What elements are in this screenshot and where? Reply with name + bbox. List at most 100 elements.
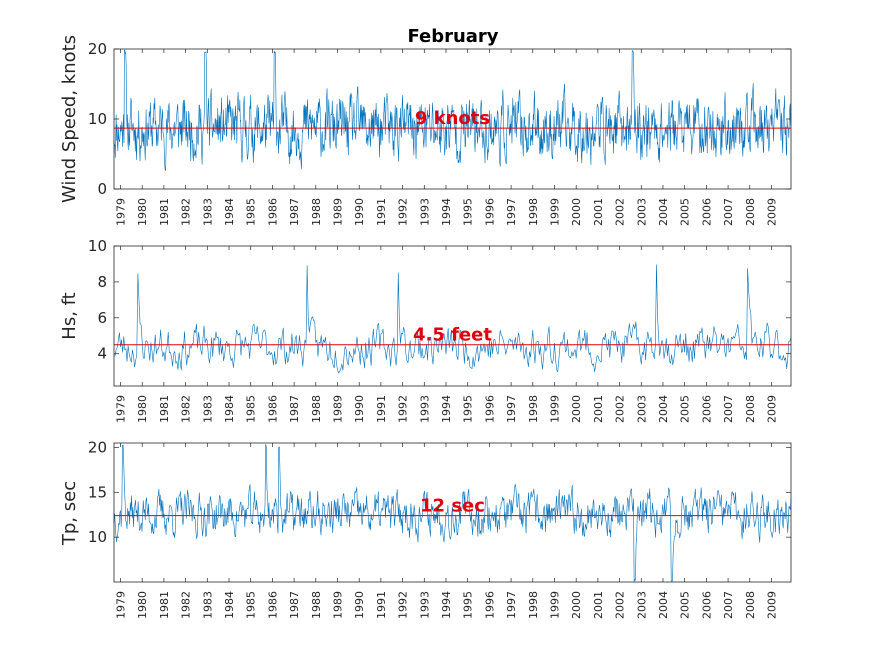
x-tick-label-0: 1986 [266, 198, 279, 226]
x-tick-label-2: 1991 [375, 591, 388, 619]
x-tick-label-0: 2000 [570, 198, 583, 226]
x-tick-label-0: 1979 [115, 198, 128, 226]
x-tick-label-1: 1998 [527, 395, 540, 423]
x-tick-label-2: 2004 [657, 591, 670, 619]
x-tick-label-0: 1993 [418, 198, 431, 226]
x-tick-label-0: 2007 [722, 198, 735, 226]
x-tick-label-2: 1997 [505, 591, 518, 619]
x-tick-label-0: 1997 [505, 198, 518, 226]
x-tick-label-0: 1987 [288, 198, 301, 226]
x-tick-label-1: 2008 [744, 395, 757, 423]
x-tick-label-1: 2000 [570, 395, 583, 423]
axes-box-2 [113, 442, 792, 583]
x-tick-label-1: 1979 [115, 395, 128, 423]
x-tick-label-2: 1982 [180, 591, 193, 619]
x-tick-label-1: 1982 [180, 395, 193, 423]
x-tick-label-1: 1991 [375, 395, 388, 423]
x-tick-label-1: 1986 [266, 395, 279, 423]
y-tick-label-2: 20 [88, 438, 107, 456]
x-tick-label-2: 1998 [527, 591, 540, 619]
x-tick-label-2: 1979 [115, 591, 128, 619]
x-tick-label-1: 1997 [505, 395, 518, 423]
x-tick-label-0: 1995 [462, 198, 475, 226]
x-tick-label-0: 1982 [180, 198, 193, 226]
x-tick-label-2: 2005 [679, 591, 692, 619]
x-tick-label-1: 1984 [223, 395, 236, 423]
x-tick-label-0: 1981 [158, 198, 171, 226]
x-tick-label-1: 1994 [440, 395, 453, 423]
x-tick-label-1: 2004 [657, 395, 670, 423]
x-tick-label-0: 2008 [744, 198, 757, 226]
x-tick-label-0: 1991 [375, 198, 388, 226]
x-tick-label-2: 1988 [310, 591, 323, 619]
panel-2: 12 sec 10 15 20 1979 1980 1981 1982 1983 1984 1985… [88, 438, 792, 619]
x-tick-label-1: 1995 [462, 395, 475, 423]
x-tick-label-2: 2002 [614, 591, 627, 619]
y-tick-label-1: 6 [97, 309, 107, 327]
x-tick-label-1: 1980 [136, 395, 149, 423]
x-tick-label-2: 2007 [722, 591, 735, 619]
x-tick-label-1: 1990 [353, 395, 366, 423]
x-tick-label-2: 2008 [744, 591, 757, 619]
x-tick-label-1: 1985 [245, 395, 258, 423]
x-tick-label-0: 1999 [548, 198, 561, 226]
x-tick-label-0: 1988 [310, 198, 323, 226]
x-tick-label-0: 1994 [440, 198, 453, 226]
x-tick-label-1: 1983 [201, 395, 214, 423]
y-tick-label-0: 0 [97, 180, 107, 198]
y-tick-label-2: 15 [88, 483, 107, 501]
reference-label-2: 12 sec [420, 496, 485, 517]
x-tick-label-0: 2004 [657, 198, 670, 226]
x-tick-label-2: 1984 [223, 591, 236, 619]
x-tick-label-1: 2002 [614, 395, 627, 423]
x-tick-label-0: 1989 [331, 198, 344, 226]
reference-label-0: 9 knots [415, 108, 490, 129]
x-tick-label-1: 1992 [397, 395, 410, 423]
x-tick-label-2: 1980 [136, 591, 149, 619]
x-tick-label-0: 2002 [614, 198, 627, 226]
chart-title: February [407, 26, 498, 47]
x-tick-label-1: 1989 [331, 395, 344, 423]
panel-1: 4.5 feet 4 6 8 10 1979 1980 1981 1982 1983 1984 198… [88, 237, 792, 423]
x-tick-label-1: 2006 [700, 395, 713, 423]
x-tick-label-1: 1999 [548, 395, 561, 423]
x-tick-label-0: 1992 [397, 198, 410, 226]
x-tick-label-0: 2006 [700, 198, 713, 226]
axes-box-1 [113, 245, 792, 387]
x-tick-label-0: 1980 [136, 198, 149, 226]
x-tick-label-0: 1985 [245, 198, 258, 226]
x-tick-label-1: 2005 [679, 395, 692, 423]
x-tick-label-0: 1996 [483, 198, 496, 226]
panel-0: 9 knots 0 10 20 1979 1980 1981 1982 1983 1984 1985… [88, 40, 792, 226]
x-tick-label-0: 1984 [223, 198, 236, 226]
x-tick-label-2: 1996 [483, 591, 496, 619]
x-tick-label-2: 2006 [700, 591, 713, 619]
y-axis-title-hs: Hs, ft [59, 292, 80, 339]
x-tick-label-2: 1986 [266, 591, 279, 619]
y-tick-label-0: 10 [88, 110, 107, 128]
x-tick-label-1: 1996 [483, 395, 496, 423]
x-tick-label-2: 1994 [440, 591, 453, 619]
x-tick-label-2: 1992 [397, 591, 410, 619]
x-tick-label-0: 2009 [765, 198, 778, 226]
x-tick-label-0: 2001 [592, 198, 605, 226]
x-tick-label-2: 1993 [418, 591, 431, 619]
x-tick-label-2: 1983 [201, 591, 214, 619]
y-tick-label-0: 20 [88, 40, 107, 58]
x-tick-label-1: 2007 [722, 395, 735, 423]
x-tick-label-2: 1987 [288, 591, 301, 619]
series-line-0-0 [113, 49, 792, 171]
x-tick-label-1: 1988 [310, 395, 323, 423]
series-line-2-0 [113, 444, 792, 582]
x-tick-label-2: 1985 [245, 591, 258, 619]
x-tick-label-2: 1981 [158, 591, 171, 619]
x-tick-label-2: 2001 [592, 591, 605, 619]
x-tick-label-0: 1998 [527, 198, 540, 226]
plots-group: 9 knots 0 10 20 1979 1980 1981 1982 1983 1984 1985… [88, 40, 792, 619]
x-tick-label-2: 2009 [765, 591, 778, 619]
x-tick-label-1: 1987 [288, 395, 301, 423]
x-tick-label-1: 2003 [635, 395, 648, 423]
y-tick-label-1: 10 [88, 237, 107, 255]
x-tick-label-1: 2001 [592, 395, 605, 423]
